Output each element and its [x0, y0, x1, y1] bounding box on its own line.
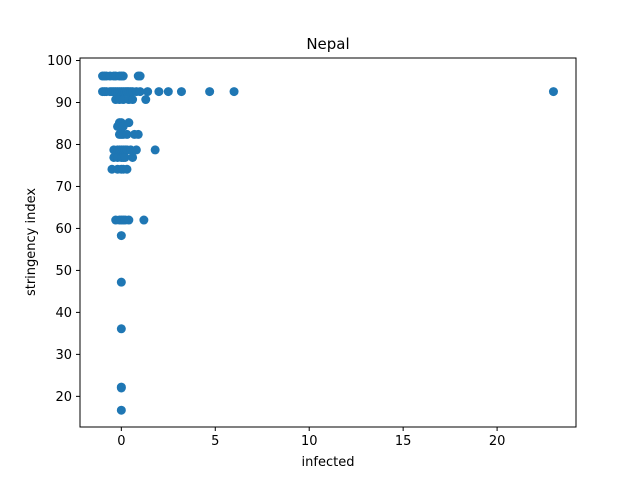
data-point — [141, 95, 151, 105]
data-point — [116, 277, 126, 287]
data-point — [135, 87, 145, 97]
data-point — [139, 215, 149, 225]
data-point — [118, 121, 128, 131]
data-point — [118, 71, 128, 81]
data-point — [176, 87, 186, 97]
y-axis-label: stringency index — [24, 188, 39, 296]
plot-frame — [79, 57, 577, 428]
data-point — [124, 215, 134, 225]
data-point — [150, 145, 160, 155]
y-axis-ticks: 20 30 40 50 60 70 80 90 100 — [47, 54, 80, 405]
x-tick-label: 10 — [301, 434, 318, 449]
y-tick-label: 20 — [55, 390, 72, 405]
data-points — [98, 71, 558, 415]
x-tick-label: 20 — [489, 434, 506, 449]
y-tick-label: 50 — [55, 264, 72, 279]
y-tick-label: 30 — [55, 348, 72, 363]
y-tick-label: 90 — [55, 96, 72, 111]
data-point — [128, 95, 138, 105]
y-tick-label: 80 — [55, 138, 72, 153]
data-point — [135, 71, 145, 81]
data-point — [154, 87, 164, 97]
data-point — [131, 145, 141, 155]
data-point — [116, 405, 126, 415]
data-point — [116, 324, 126, 334]
data-point — [122, 164, 132, 174]
data-point — [133, 129, 143, 139]
data-point — [548, 87, 558, 97]
data-point — [116, 383, 126, 393]
data-point — [163, 87, 173, 97]
y-tick-label: 40 — [55, 306, 72, 321]
data-point — [120, 152, 130, 162]
x-axis-label: infected — [302, 455, 355, 470]
data-point — [128, 152, 138, 162]
data-point — [143, 87, 153, 97]
x-tick-label: 5 — [211, 434, 219, 449]
y-tick-label: 70 — [55, 180, 72, 195]
data-point — [122, 129, 132, 139]
data-point — [116, 231, 126, 241]
x-tick-label: 0 — [117, 434, 125, 449]
data-point — [229, 87, 239, 97]
y-tick-label: 100 — [47, 54, 72, 69]
y-tick-label: 60 — [55, 222, 72, 237]
x-tick-label: 15 — [395, 434, 412, 449]
data-point — [205, 87, 215, 97]
chart-title: Nepal — [306, 35, 349, 53]
x-axis-ticks: 0 5 10 15 20 — [117, 427, 505, 449]
